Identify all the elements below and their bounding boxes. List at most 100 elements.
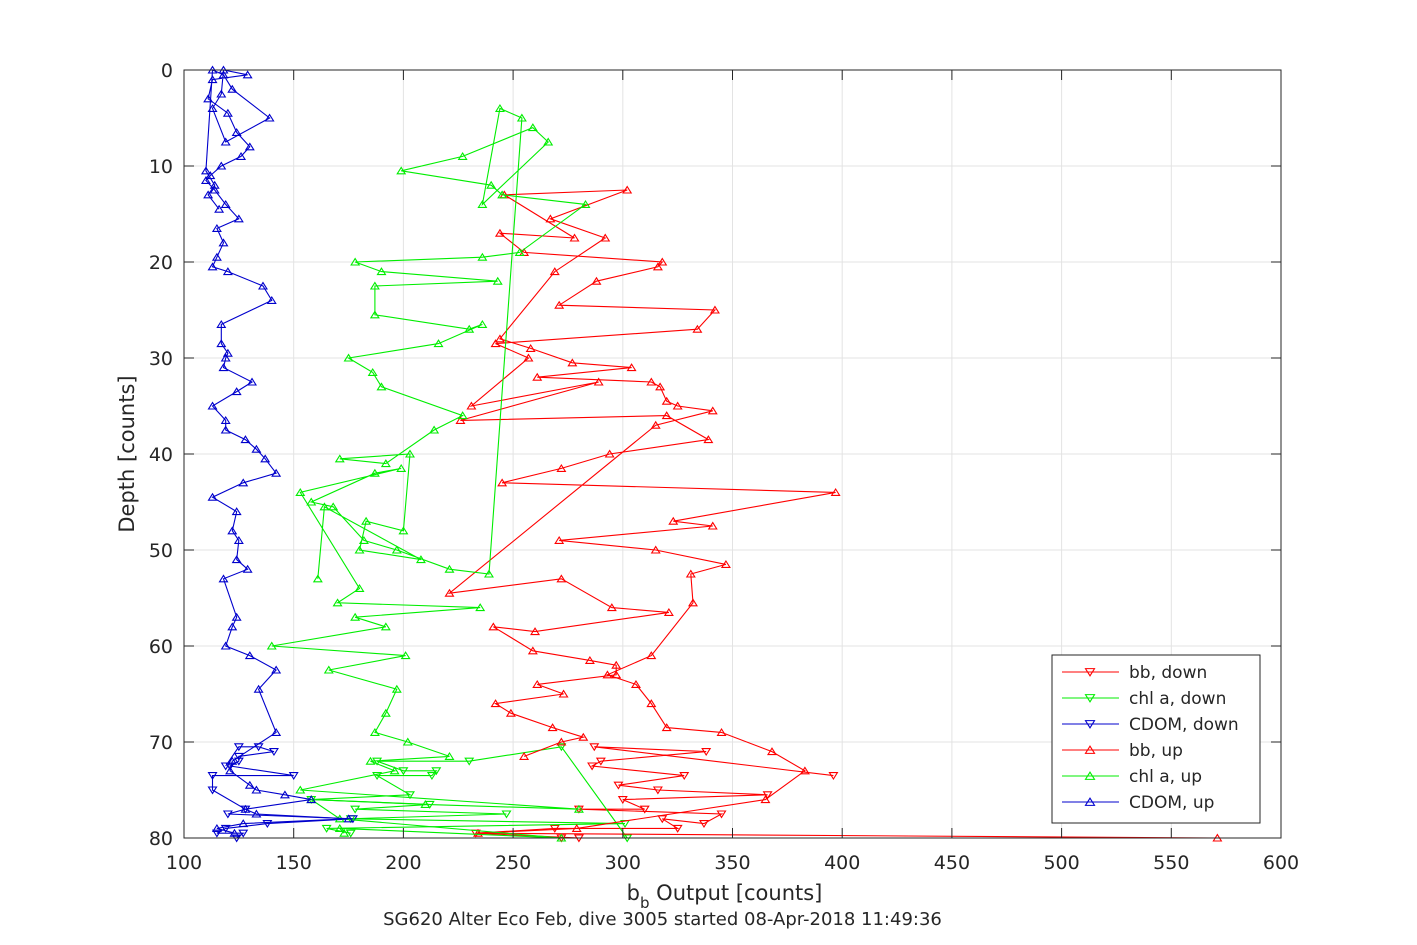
data-point-marker [475, 603, 486, 612]
data-point-marker [207, 75, 218, 84]
data-point-marker [426, 772, 437, 781]
data-point-marker [404, 791, 415, 800]
data-point-marker [229, 828, 240, 837]
data-point-marker [365, 756, 376, 765]
series-chl-a-down [306, 743, 633, 843]
data-point-marker [688, 598, 699, 607]
data-point-marker [244, 142, 255, 151]
data-point-marker [661, 411, 672, 420]
data-point-marker [211, 223, 222, 232]
legend-marker [1084, 745, 1096, 754]
data-point-marker [650, 420, 661, 429]
data-point-marker [218, 70, 229, 79]
legend-entry: chl a, up [1062, 767, 1202, 787]
data-point-marker [626, 363, 637, 372]
data-point-marker [203, 94, 214, 103]
data-point-marker [611, 660, 622, 669]
data-point-marker [257, 281, 268, 290]
data-point-marker [391, 684, 402, 693]
data-point-marker [477, 252, 488, 261]
data-point-marker [242, 70, 253, 79]
data-point-marker [358, 535, 369, 544]
data-point-marker [345, 829, 356, 838]
data-point-marker [433, 339, 444, 348]
data-point-marker [244, 651, 255, 660]
data-point-marker [220, 824, 231, 833]
data-point-marker [532, 372, 543, 381]
series-cdom-up [200, 65, 354, 837]
legend-entry: bb, down [1062, 663, 1207, 683]
data-point-marker [571, 823, 582, 832]
data-point-marker [707, 521, 718, 530]
data-point-marker [486, 180, 497, 189]
data-point-marker [343, 814, 354, 823]
data-point-marker [369, 310, 380, 319]
data-point-marker [703, 435, 714, 444]
data-point-marker [253, 684, 264, 693]
data-point-marker [652, 262, 663, 271]
data-point-marker [203, 190, 214, 199]
legend-marker [1084, 797, 1096, 806]
y-tick-label: 70 [149, 732, 173, 754]
data-point-marker [672, 824, 683, 833]
data-point-marker [799, 766, 810, 775]
data-point-marker [233, 752, 244, 761]
data-point-marker [238, 819, 249, 828]
data-point-marker [398, 526, 409, 535]
data-point-marker [321, 824, 332, 833]
legend-label: CDOM, up [1129, 793, 1214, 813]
data-point-marker [200, 166, 211, 175]
series-line [311, 746, 628, 839]
data-point-marker [247, 377, 258, 386]
data-point-marker [306, 497, 317, 506]
x-axis-label-main: b [627, 881, 640, 905]
data-point-marker [361, 516, 372, 525]
data-point-marker [527, 123, 538, 132]
data-point-marker [655, 382, 666, 391]
data-point-marker [251, 785, 262, 794]
data-point-marker [350, 805, 361, 814]
data-point-marker [587, 762, 598, 771]
data-point-marker [312, 574, 323, 583]
data-point-marker [376, 267, 387, 276]
data-point-marker [328, 502, 339, 511]
data-point-marker [492, 276, 503, 285]
data-point-marker [372, 772, 383, 781]
data-point-marker [244, 780, 255, 789]
data-point-marker [240, 804, 251, 813]
data-point-marker [238, 478, 249, 487]
data-point-marker [350, 257, 361, 266]
data-point-marker [685, 569, 696, 578]
data-point-marker [220, 199, 231, 208]
data-point-marker [227, 526, 238, 535]
data-point-marker [556, 463, 567, 472]
data-point-marker [216, 319, 227, 328]
data-point-marker [494, 334, 505, 343]
data-point-marker [830, 487, 841, 496]
data-point-marker [766, 747, 777, 756]
data-point-marker [530, 627, 541, 636]
data-point-marker [457, 151, 468, 160]
data-point-marker [602, 670, 613, 679]
data-point-marker [701, 748, 712, 757]
data-point-marker [323, 665, 334, 674]
data-point-marker [525, 343, 536, 352]
data-point-marker [707, 406, 718, 415]
axis-ticks: 100 150 200 250 300 350 400 450 500 550 600 0 10 20 30… [149, 60, 1299, 874]
data-point-marker [589, 743, 600, 752]
data-point-marker [268, 748, 279, 757]
data-point-marker [334, 454, 345, 463]
data-point-marker [672, 401, 683, 410]
data-series [200, 65, 1223, 843]
data-point-marker [218, 363, 229, 372]
data-point-marker [222, 108, 233, 117]
legend-marker [1084, 720, 1096, 729]
data-point-marker [380, 708, 391, 717]
data-point-marker [220, 641, 231, 650]
data-point-marker [646, 377, 657, 386]
data-point-marker [444, 564, 455, 573]
data-point-marker [549, 267, 560, 276]
data-point-marker [220, 425, 231, 434]
data-point-marker [532, 679, 543, 688]
data-point-marker [231, 507, 242, 516]
